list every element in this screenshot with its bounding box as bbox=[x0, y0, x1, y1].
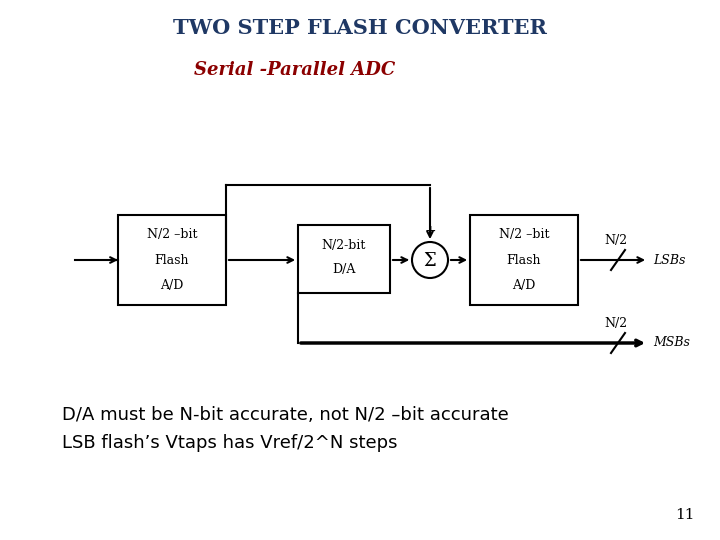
Text: N/2 –bit: N/2 –bit bbox=[147, 228, 197, 241]
Text: Flash: Flash bbox=[155, 253, 189, 267]
Text: LSB flash’s Vtaps has Vref/2^N steps: LSB flash’s Vtaps has Vref/2^N steps bbox=[62, 434, 397, 452]
Text: D/A: D/A bbox=[333, 262, 356, 276]
Text: Σ: Σ bbox=[423, 252, 436, 270]
Text: N/2: N/2 bbox=[604, 317, 628, 330]
Text: +: + bbox=[424, 224, 436, 238]
Text: TWO STEP FLASH CONVERTER: TWO STEP FLASH CONVERTER bbox=[173, 18, 547, 38]
Text: A/D: A/D bbox=[513, 279, 536, 292]
Text: Flash: Flash bbox=[507, 253, 541, 267]
Text: N/2 –bit: N/2 –bit bbox=[499, 228, 549, 241]
Text: N/2: N/2 bbox=[604, 234, 628, 247]
Bar bbox=[118, 215, 226, 305]
Bar bbox=[298, 225, 390, 293]
Text: MSBs: MSBs bbox=[653, 336, 690, 349]
Text: A/D: A/D bbox=[161, 279, 184, 292]
Text: Serial -Parallel ADC: Serial -Parallel ADC bbox=[194, 61, 395, 79]
Text: LSBs: LSBs bbox=[653, 253, 685, 267]
Text: 11: 11 bbox=[675, 508, 695, 522]
Circle shape bbox=[412, 242, 448, 278]
Text: D/A must be N-bit accurate, not N/2 –bit accurate: D/A must be N-bit accurate, not N/2 –bit… bbox=[62, 406, 509, 424]
Text: N/2-bit: N/2-bit bbox=[322, 239, 366, 252]
Bar bbox=[470, 215, 578, 305]
Text: -: - bbox=[402, 250, 408, 268]
